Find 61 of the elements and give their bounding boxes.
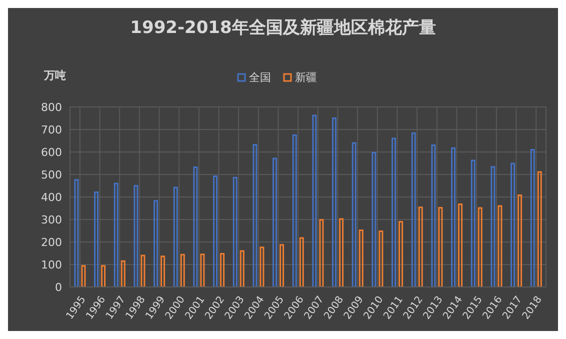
bar [398,221,404,287]
chart-title: 1992-2018年全国及新疆地区棉花产量 [129,17,437,39]
bar [232,176,238,287]
bar [418,206,423,287]
bar [312,114,317,287]
bar [339,218,344,287]
bar [438,207,443,287]
bar [518,194,522,287]
bar [498,205,502,287]
legend-label: 全国 [248,70,271,85]
bar [134,185,138,287]
y-tick-label: 800 [41,100,62,114]
bar [458,203,463,287]
bar [537,171,542,287]
y-tick-label: 700 [41,123,62,136]
bar [431,144,436,287]
bar [530,149,535,287]
bar [490,166,496,287]
bar [299,237,304,287]
y-tick-label: 200 [41,236,62,249]
bar [478,207,482,287]
bar [240,250,244,287]
bar [510,162,516,287]
bar [200,254,205,287]
bar [352,142,356,287]
bar [332,118,337,287]
bar [160,256,166,287]
bar [252,144,258,287]
bar [378,230,384,287]
y-tick-label: 300 [41,213,62,226]
bar [319,218,324,287]
bar [173,186,178,287]
bar [220,252,225,287]
bar [213,176,218,287]
bar [74,179,79,287]
bar [140,254,146,287]
bar [358,230,364,287]
bar [120,260,126,287]
bar [280,244,284,287]
y-axis-title: 万吨 [44,68,66,83]
y-tick-label: 100 [41,258,62,272]
bar [470,160,476,287]
y-tick-label: 500 [41,168,62,182]
bar [180,254,185,287]
bar [392,138,396,287]
bar [372,152,376,287]
bar [81,265,86,287]
bar [94,192,99,287]
y-tick-label: 600 [41,146,62,159]
bar [260,246,264,287]
bar [193,166,198,287]
bar [411,132,416,287]
bar [451,147,456,287]
y-tick-label: 400 [41,190,62,204]
legend-label: 新疆 [294,70,317,85]
bar [101,265,106,287]
bar [114,182,118,287]
bar [154,200,158,287]
y-tick-label: 0 [55,280,62,294]
bar [272,158,278,287]
bar [292,134,297,287]
